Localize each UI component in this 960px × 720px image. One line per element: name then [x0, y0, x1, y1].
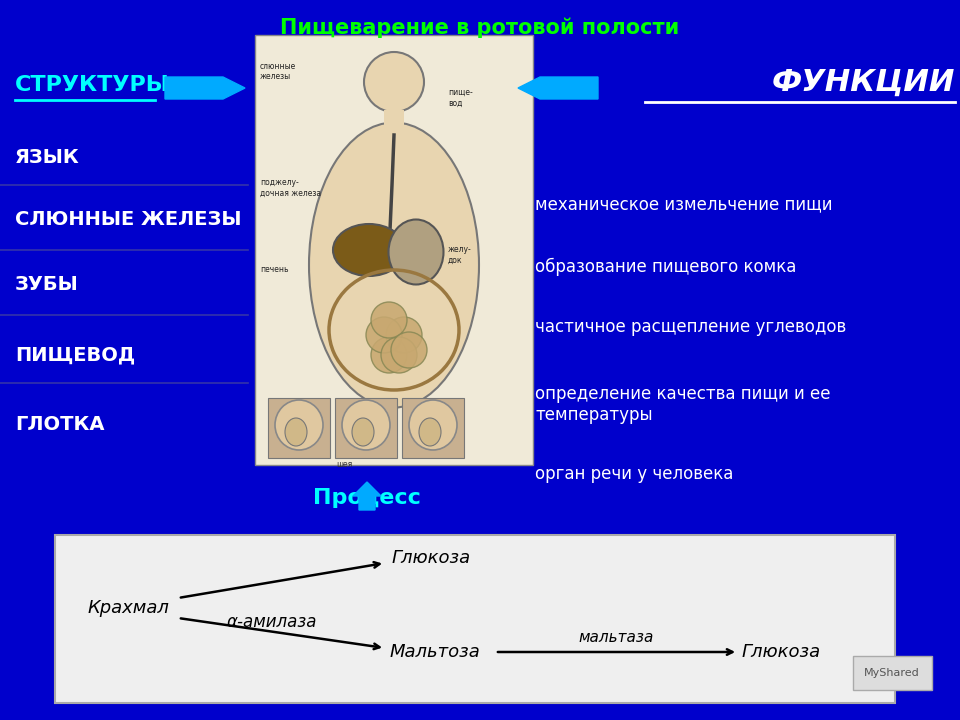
Text: желу-
док: желу- док — [448, 245, 471, 264]
Text: механическое измельчение пищи: механическое измельчение пищи — [535, 195, 832, 213]
Ellipse shape — [352, 418, 374, 446]
Text: мальтаза: мальтаза — [578, 631, 654, 646]
Circle shape — [364, 52, 424, 112]
FancyBboxPatch shape — [255, 35, 533, 465]
Text: орган речи у человека: орган речи у человека — [535, 465, 733, 483]
Text: ЗУБЫ: ЗУБЫ — [15, 275, 79, 294]
Circle shape — [386, 317, 422, 353]
Circle shape — [381, 337, 417, 373]
Text: Глюкоза: Глюкоза — [392, 549, 471, 567]
Text: шея: шея — [336, 460, 352, 469]
Text: частичное расщепление углеводов: частичное расщепление углеводов — [535, 318, 847, 336]
Circle shape — [371, 302, 407, 338]
Ellipse shape — [419, 418, 441, 446]
Text: ФУНКЦИИ: ФУНКЦИИ — [772, 68, 955, 97]
Text: ГЛОТКА: ГЛОТКА — [15, 415, 105, 434]
Text: MyShared: MyShared — [864, 668, 920, 678]
Text: поджелу-
дочная железа: поджелу- дочная железа — [260, 178, 322, 197]
Text: Пищеварение в ротовой полости: Пищеварение в ротовой полости — [280, 18, 680, 38]
FancyBboxPatch shape — [384, 110, 404, 135]
Text: Мальтоза: Мальтоза — [390, 643, 481, 661]
Circle shape — [371, 337, 407, 373]
FancyArrow shape — [518, 77, 598, 99]
Text: Крахмал: Крахмал — [87, 599, 169, 617]
Text: Процесс: Процесс — [313, 488, 420, 508]
Ellipse shape — [309, 122, 479, 408]
FancyArrow shape — [353, 482, 381, 510]
FancyBboxPatch shape — [402, 398, 464, 458]
FancyBboxPatch shape — [335, 398, 397, 458]
FancyBboxPatch shape — [55, 535, 895, 703]
Ellipse shape — [275, 400, 323, 450]
FancyBboxPatch shape — [853, 656, 932, 690]
Text: Глюкоза: Глюкоза — [742, 643, 821, 661]
Text: образование пищевого комка: образование пищевого комка — [535, 258, 797, 276]
Ellipse shape — [389, 220, 444, 284]
Text: СЛЮННЫЕ ЖЕЛЕЗЫ: СЛЮННЫЕ ЖЕЛЕЗЫ — [15, 210, 242, 229]
FancyArrow shape — [165, 77, 245, 99]
Ellipse shape — [342, 400, 390, 450]
Circle shape — [366, 317, 402, 353]
Ellipse shape — [409, 400, 457, 450]
Text: определение качества пищи и ее
температуры: определение качества пищи и ее температу… — [535, 385, 830, 424]
Text: печень: печень — [260, 265, 289, 274]
Text: ЯЗЫК: ЯЗЫК — [15, 148, 80, 167]
Circle shape — [391, 332, 427, 368]
Text: слюнные
железы: слюнные железы — [260, 62, 297, 81]
Ellipse shape — [333, 224, 405, 276]
Ellipse shape — [285, 418, 307, 446]
Text: СТРУКТУРЫ: СТРУКТУРЫ — [15, 75, 170, 95]
Text: пище-
вод: пище- вод — [448, 88, 472, 107]
Text: α-амилаза: α-амилаза — [227, 613, 317, 631]
Text: ПИЩЕВОД: ПИЩЕВОД — [15, 345, 135, 364]
FancyBboxPatch shape — [268, 398, 330, 458]
